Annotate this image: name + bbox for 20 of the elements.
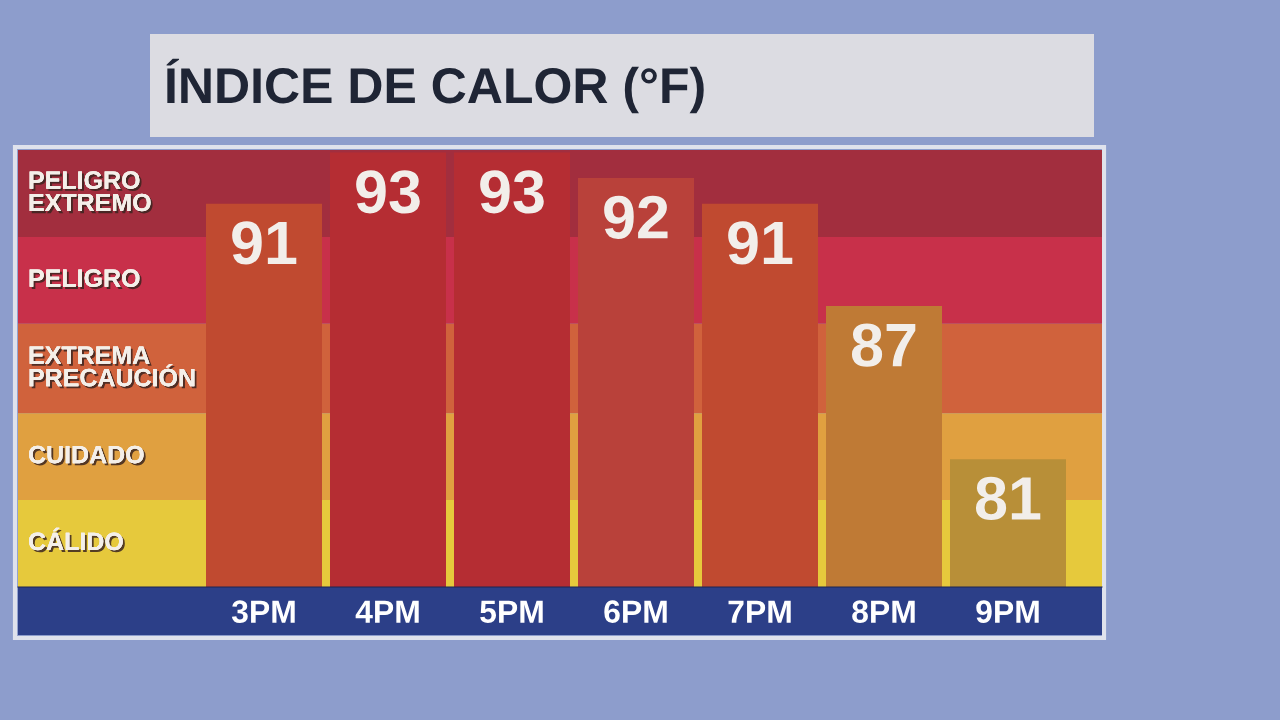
x-tick-label: 8PM xyxy=(852,600,915,623)
band-label: CÁLIDO xyxy=(29,527,125,553)
band-label: PELIGRO EXTREMO xyxy=(29,171,153,214)
data-label: 92 xyxy=(604,195,668,239)
chart-title: ÍNDICE DE CALOR (°F) xyxy=(166,58,704,114)
x-tick-label: 4PM xyxy=(355,600,419,623)
data-label: 93 xyxy=(480,170,544,214)
x-tick-label: 3PM xyxy=(231,600,295,624)
band-label: EXTREMA PRECAUCIÓN xyxy=(29,346,197,389)
data-label: 87 xyxy=(851,323,916,367)
x-tick-label: 6PM xyxy=(604,600,667,623)
data-label: 91 xyxy=(232,221,297,265)
x-tick-label: 5PM xyxy=(480,600,543,623)
data-label: 81 xyxy=(975,476,1041,521)
data-label: 91 xyxy=(728,221,793,265)
data-label: 93 xyxy=(356,170,420,214)
band-label: CUIDADO xyxy=(29,445,146,466)
x-tick-label: 9PM xyxy=(976,600,1039,623)
band-label: PELIGRO xyxy=(29,269,142,290)
x-tick-label: 7PM xyxy=(728,600,791,623)
